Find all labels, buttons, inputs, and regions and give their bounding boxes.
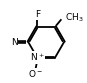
Text: O$^-$: O$^-$ (28, 68, 43, 79)
Text: CH$_3$: CH$_3$ (65, 11, 84, 24)
Text: F: F (35, 10, 40, 19)
Text: N$^+$: N$^+$ (30, 52, 45, 63)
Text: N: N (11, 38, 18, 46)
